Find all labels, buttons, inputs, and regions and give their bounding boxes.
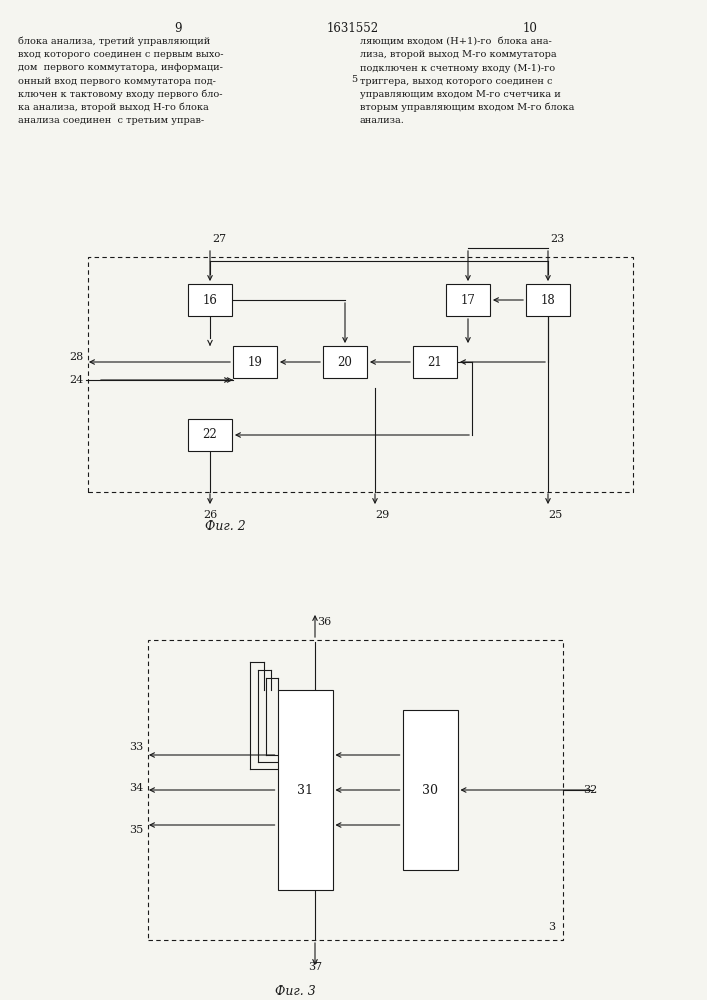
Bar: [278, 690, 332, 890]
Text: 10: 10: [522, 22, 537, 35]
Text: 17: 17: [460, 294, 475, 306]
Bar: [233, 346, 277, 378]
Text: лиза, второй выход М-го коммутатора: лиза, второй выход М-го коммутатора: [360, 50, 556, 59]
Text: 1631552: 1631552: [327, 22, 379, 35]
Text: 25: 25: [548, 510, 562, 520]
Bar: [402, 710, 457, 870]
Text: 37: 37: [308, 962, 322, 972]
Text: 30: 30: [422, 784, 438, 796]
Text: 18: 18: [541, 294, 556, 306]
Text: 5: 5: [351, 75, 357, 84]
Bar: [188, 419, 232, 451]
Bar: [148, 640, 563, 940]
Text: 31: 31: [297, 784, 313, 796]
Text: управляющим входом М-го счетчика и: управляющим входом М-го счетчика и: [360, 90, 561, 99]
Text: 33: 33: [129, 742, 143, 752]
Text: 24: 24: [69, 375, 83, 385]
Text: ка анализа, второй выход Н-го блока: ка анализа, второй выход Н-го блока: [18, 103, 209, 112]
Bar: [413, 346, 457, 378]
Text: 22: 22: [203, 428, 217, 442]
Bar: [526, 284, 570, 316]
Text: анализа.: анализа.: [360, 116, 405, 125]
Bar: [323, 346, 367, 378]
Text: 34: 34: [129, 783, 143, 793]
Text: 26: 26: [203, 510, 217, 520]
Text: 32: 32: [583, 785, 597, 795]
Text: 21: 21: [428, 356, 443, 368]
Text: 35: 35: [129, 825, 143, 835]
Text: 16: 16: [203, 294, 218, 306]
Text: 28: 28: [69, 352, 83, 362]
Text: блока анализа, третий управляющий: блока анализа, третий управляющий: [18, 37, 210, 46]
Text: ляющим входом (Н+1)-го  блока ана-: ляющим входом (Н+1)-го блока ана-: [360, 37, 551, 46]
Text: 9: 9: [174, 22, 182, 35]
Text: подключен к счетному входу (М-1)-го: подключен к счетному входу (М-1)-го: [360, 63, 555, 73]
Text: 3: 3: [548, 922, 555, 932]
Text: триггера, выход которого соединен с: триггера, выход которого соединен с: [360, 77, 552, 86]
Text: Фиг. 2: Фиг. 2: [204, 520, 245, 533]
Text: дом  первого коммутатора, информаци-: дом первого коммутатора, информаци-: [18, 63, 223, 72]
Text: вторым управляющим входом М-го блока: вторым управляющим входом М-го блока: [360, 103, 574, 112]
Text: 20: 20: [337, 356, 352, 368]
Text: 23: 23: [550, 234, 564, 244]
Bar: [446, 284, 490, 316]
Bar: [88, 257, 633, 492]
Text: 27: 27: [212, 234, 226, 244]
Bar: [188, 284, 232, 316]
Text: вход которого соединен с первым выхо-: вход которого соединен с первым выхо-: [18, 50, 223, 59]
Text: 36: 36: [317, 617, 332, 627]
Text: 29: 29: [375, 510, 390, 520]
Text: анализа соединен  с третьим управ-: анализа соединен с третьим управ-: [18, 116, 204, 125]
Text: ключен к тактовому входу первого бло-: ключен к тактовому входу первого бло-: [18, 90, 223, 99]
Text: Фиг. 3: Фиг. 3: [274, 985, 315, 998]
Text: 19: 19: [247, 356, 262, 368]
Text: онный вход первого коммутатора под-: онный вход первого коммутатора под-: [18, 77, 216, 86]
